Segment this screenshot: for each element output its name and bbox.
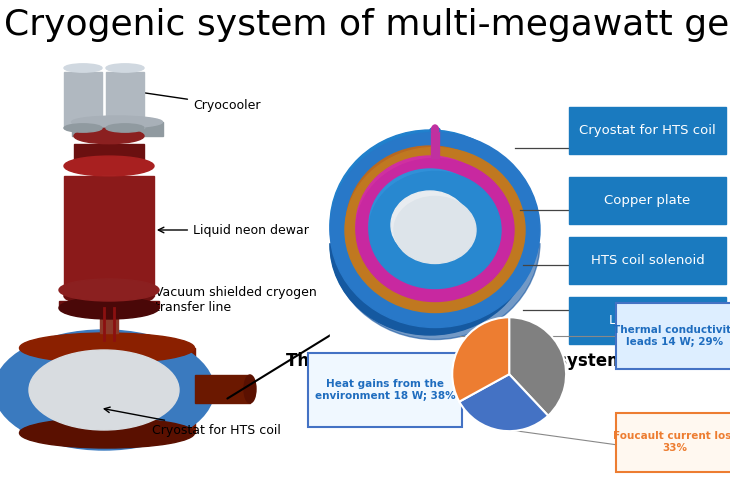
Bar (325, 130, 545, 242)
Ellipse shape (244, 375, 256, 403)
Ellipse shape (330, 130, 530, 320)
Text: Heat gains from the
environment 18 W; 38%: Heat gains from the environment 18 W; 38… (315, 379, 456, 401)
Ellipse shape (394, 196, 476, 263)
Bar (74, 144, 144, 166)
Text: Copper plate: Copper plate (604, 194, 691, 207)
Ellipse shape (356, 158, 514, 301)
Ellipse shape (20, 333, 194, 363)
Ellipse shape (74, 128, 144, 144)
Text: Cryocooler: Cryocooler (129, 88, 261, 111)
Bar (20, 348, 195, 433)
Text: Cryostat for HTS coil: Cryostat for HTS coil (104, 407, 281, 436)
Ellipse shape (431, 125, 439, 135)
Text: Thermal load on a cryogenic system: Thermal load on a cryogenic system (285, 352, 624, 370)
FancyBboxPatch shape (616, 413, 730, 472)
Wedge shape (453, 317, 510, 401)
Ellipse shape (20, 418, 194, 448)
Ellipse shape (330, 155, 530, 335)
Ellipse shape (346, 146, 514, 304)
Bar (59, 301, 159, 308)
Bar (195, 375, 250, 403)
Ellipse shape (29, 350, 179, 430)
Ellipse shape (356, 156, 504, 294)
Bar (64, 72, 102, 128)
Ellipse shape (59, 279, 159, 301)
Ellipse shape (64, 64, 102, 72)
Ellipse shape (72, 116, 163, 128)
Ellipse shape (106, 64, 144, 72)
Text: Liquid neon dewar: Liquid neon dewar (158, 224, 309, 237)
Ellipse shape (330, 133, 540, 328)
FancyBboxPatch shape (569, 297, 726, 344)
FancyBboxPatch shape (569, 107, 726, 154)
Ellipse shape (369, 172, 501, 289)
FancyBboxPatch shape (569, 237, 726, 284)
Text: Vacuum shielded cryogen
transfer line: Vacuum shielded cryogen transfer line (123, 286, 317, 317)
Text: Cryogenic system of multi-megawatt generato: Cryogenic system of multi-megawatt gener… (4, 8, 730, 42)
Text: HTS coil solenoid: HTS coil solenoid (591, 254, 704, 267)
Ellipse shape (369, 169, 491, 281)
FancyBboxPatch shape (308, 353, 462, 427)
Ellipse shape (430, 127, 440, 133)
Bar (100, 308, 118, 333)
Bar (431, 130, 439, 158)
Text: Foucault current loss
33%: Foucault current loss 33% (612, 431, 730, 453)
Ellipse shape (59, 297, 159, 319)
FancyBboxPatch shape (569, 177, 726, 224)
Ellipse shape (345, 147, 525, 312)
Bar (72, 122, 163, 136)
Text: Liquid neon: Liquid neon (609, 314, 686, 327)
Bar (330, 100, 540, 390)
Ellipse shape (391, 191, 469, 259)
Wedge shape (459, 374, 548, 431)
FancyBboxPatch shape (616, 303, 730, 369)
Ellipse shape (0, 330, 214, 450)
Ellipse shape (330, 144, 540, 340)
Bar (320, 125, 540, 225)
Text: Thermal conductivity
leads 14 W; 29%: Thermal conductivity leads 14 W; 29% (612, 325, 730, 347)
Ellipse shape (106, 124, 144, 132)
Text: Cryostat for HTS coil: Cryostat for HTS coil (579, 124, 716, 137)
Bar (64, 176, 154, 296)
Ellipse shape (64, 286, 154, 306)
Ellipse shape (64, 124, 102, 132)
Bar (106, 72, 144, 128)
Ellipse shape (64, 156, 154, 176)
Ellipse shape (74, 158, 144, 174)
Wedge shape (509, 317, 566, 416)
